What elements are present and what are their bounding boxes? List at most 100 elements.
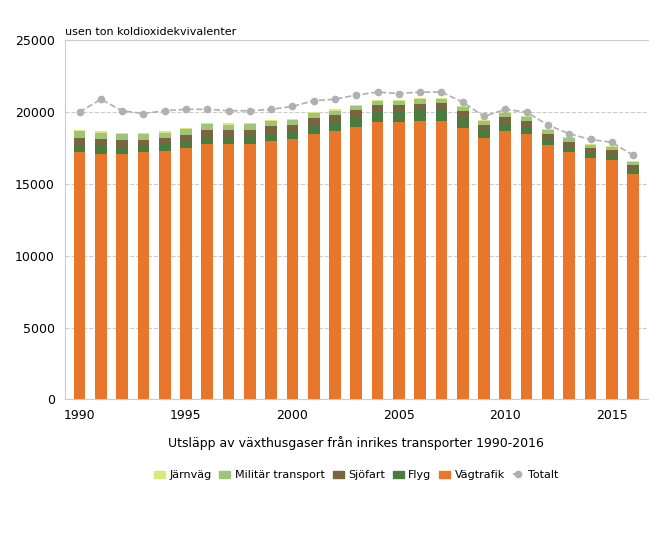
Bar: [223, 144, 235, 399]
Bar: [116, 154, 128, 399]
Bar: [180, 141, 192, 148]
Bar: [351, 127, 362, 399]
Bar: [95, 131, 107, 132]
Bar: [393, 122, 404, 399]
Bar: [223, 130, 235, 137]
Legend: Järnväg, Militär transport, Sjöfart, Flyg, Vägtrafik, Totalt: Järnväg, Militär transport, Sjöfart, Fly…: [149, 466, 564, 485]
Bar: [95, 132, 107, 140]
Bar: [159, 131, 170, 132]
Bar: [478, 138, 490, 399]
Bar: [286, 118, 298, 120]
Totalt: [544, 122, 552, 128]
Bar: [308, 133, 320, 399]
Bar: [95, 146, 107, 154]
Bar: [627, 170, 639, 174]
Bar: [520, 117, 532, 121]
Bar: [478, 120, 490, 121]
Bar: [265, 120, 277, 121]
Bar: [351, 105, 362, 106]
Bar: [180, 135, 192, 141]
Bar: [627, 174, 639, 399]
Bar: [372, 112, 383, 122]
Totalt: [395, 90, 403, 97]
Bar: [499, 112, 511, 113]
Totalt: [352, 92, 360, 98]
Bar: [585, 158, 596, 399]
Totalt: [160, 107, 168, 114]
Bar: [244, 125, 256, 130]
Bar: [137, 152, 149, 399]
Bar: [542, 130, 554, 133]
Bar: [202, 144, 213, 399]
Totalt: [288, 103, 296, 110]
Bar: [457, 118, 469, 128]
Totalt: [310, 97, 318, 104]
Line: Totalt: Totalt: [76, 89, 636, 158]
Text: usen ton koldioxidekvivalenter: usen ton koldioxidekvivalenter: [64, 27, 236, 37]
Bar: [457, 128, 469, 399]
Bar: [372, 122, 383, 399]
Bar: [329, 116, 341, 122]
Bar: [95, 154, 107, 399]
Bar: [286, 140, 298, 399]
Bar: [74, 145, 86, 152]
Bar: [606, 160, 618, 399]
Bar: [372, 105, 383, 112]
Totalt: [416, 89, 424, 96]
Bar: [74, 152, 86, 399]
Bar: [627, 161, 639, 162]
Bar: [499, 123, 511, 131]
Bar: [606, 150, 618, 155]
Bar: [202, 137, 213, 144]
Bar: [329, 111, 341, 116]
Bar: [585, 143, 596, 145]
Bar: [499, 117, 511, 123]
Totalt: [608, 139, 616, 146]
Bar: [393, 100, 404, 101]
Bar: [180, 148, 192, 399]
Bar: [585, 153, 596, 158]
Bar: [414, 98, 426, 100]
Bar: [159, 138, 170, 145]
Bar: [457, 107, 469, 111]
Bar: [457, 111, 469, 118]
Bar: [329, 131, 341, 399]
Totalt: [459, 99, 467, 106]
Totalt: [522, 109, 530, 116]
Bar: [542, 129, 554, 130]
Bar: [414, 103, 426, 111]
Bar: [564, 142, 575, 147]
Totalt: [76, 109, 84, 116]
Bar: [351, 106, 362, 111]
Bar: [223, 123, 235, 125]
Bar: [180, 127, 192, 128]
Bar: [244, 130, 256, 136]
Bar: [180, 128, 192, 135]
Bar: [520, 121, 532, 127]
Totalt: [182, 106, 190, 113]
Bar: [414, 111, 426, 121]
Totalt: [331, 96, 339, 103]
Bar: [137, 140, 149, 146]
Bar: [499, 113, 511, 117]
Bar: [329, 122, 341, 131]
Bar: [542, 133, 554, 139]
Bar: [520, 116, 532, 117]
Bar: [393, 106, 404, 112]
Totalt: [267, 106, 275, 113]
Bar: [351, 111, 362, 117]
Totalt: [225, 107, 233, 114]
Bar: [393, 101, 404, 106]
Bar: [329, 110, 341, 111]
Bar: [265, 126, 277, 133]
Bar: [393, 112, 404, 122]
Totalt: [139, 110, 147, 117]
Totalt: [374, 89, 382, 96]
Bar: [564, 152, 575, 399]
Bar: [265, 121, 277, 126]
Bar: [116, 147, 128, 154]
Bar: [202, 130, 213, 137]
Bar: [606, 146, 618, 147]
Totalt: [501, 106, 509, 113]
X-axis label: Utsläpp av växthusgaser från inrikes transporter 1990-2016: Utsläpp av växthusgaser från inrikes tra…: [168, 436, 544, 450]
